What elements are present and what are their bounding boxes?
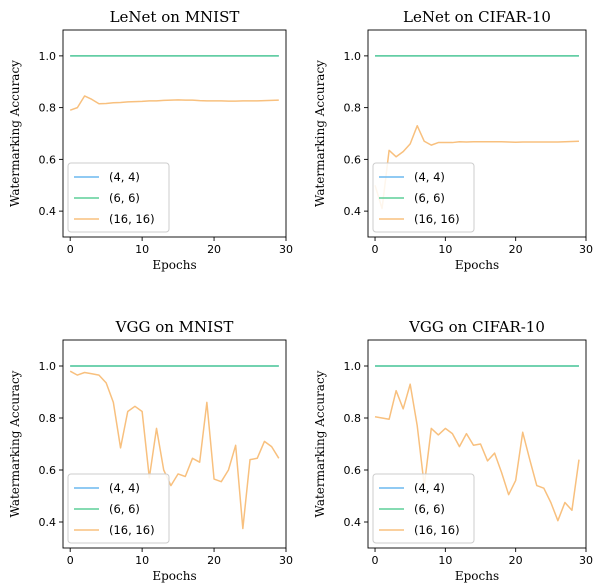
legend-box [67,473,170,544]
y-tick-label: 1.0 [344,360,362,373]
series-line-3 [69,95,279,111]
legend: (4, 4) (6, 6) (16, 16) [372,162,475,233]
y-tick-label: 1.0 [39,50,57,63]
legend-label-3: (16, 16) [414,523,460,537]
chart-title: VGG on MNIST [115,318,234,336]
y-tick-label: 0.6 [344,153,362,166]
chart-panel-3: VGG on MNIST 0 10 20 30 0.4 0.6 0.8 1.0 Epochs Wat… [8,318,293,583]
legend-label-1: (4, 4) [414,481,445,495]
y-tick-label: 0.4 [39,205,57,218]
legend-box [372,473,475,544]
axes-frame [62,339,287,549]
chart-panel-4: VGG on CIFAR-10 0 10 20 30 0.4 0.6 0.8 1.0 Epochs… [313,318,593,583]
x-tick-label: 10 [135,554,149,567]
x-axis-label: Epochs [152,258,196,272]
y-tick-label: 1.0 [344,50,362,63]
x-tick-label: 30 [279,554,293,567]
x-tick-label: 20 [207,243,221,256]
y-axis-label: Watermarking Accuracy [8,60,22,207]
x-axis-label: Epochs [455,258,499,272]
series-line-3 [374,124,579,210]
y-tick-label: 0.6 [39,153,57,166]
x-tick-label: 0 [67,554,74,567]
y-axis-label: Watermarking Accuracy [313,60,327,207]
legend-label-2: (6, 6) [109,502,140,516]
chart-panel-2: LeNet on CIFAR-10 0 10 20 30 0.4 0.6 0.8 1.0 Epoc… [313,8,593,272]
legend-box [372,162,475,233]
legend-label-1: (4, 4) [414,170,445,184]
chart-title: LeNet on MNIST [110,8,240,26]
axes-frame [62,29,287,238]
y-tick-label: 0.8 [344,412,362,425]
legend-label-1: (4, 4) [109,170,140,184]
legend-label-2: (6, 6) [414,191,445,205]
y-tick-label: 0.8 [344,102,362,115]
x-tick-label: 20 [207,554,221,567]
axes-frame [367,339,587,549]
legend-label-2: (6, 6) [109,191,140,205]
legend-label-3: (16, 16) [414,212,460,226]
legend: (4, 4) (6, 6) (16, 16) [67,162,170,233]
legend-label-2: (6, 6) [414,502,445,516]
y-tick-label: 0.6 [39,464,57,477]
y-tick-label: 0.4 [39,516,57,529]
y-axis-label: Watermarking Accuracy [313,370,327,517]
chart-title: LeNet on CIFAR-10 [403,8,551,26]
x-tick-label: 10 [438,243,452,256]
legend: (4, 4) (6, 6) (16, 16) [67,473,170,544]
x-axis-label: Epochs [152,569,196,583]
legend-label-1: (4, 4) [109,481,140,495]
x-tick-label: 10 [135,243,149,256]
x-tick-label: 20 [509,554,523,567]
legend-box [67,162,170,233]
x-axis-label: Epochs [455,569,499,583]
y-axis-label: Watermarking Accuracy [8,370,22,517]
x-tick-label: 30 [579,554,593,567]
y-tick-label: 1.0 [39,360,57,373]
y-tick-label: 0.4 [344,516,362,529]
x-tick-label: 10 [438,554,452,567]
axes-frame [367,29,587,238]
y-tick-label: 0.8 [39,102,57,115]
legend-label-3: (16, 16) [109,523,155,537]
chart-panel-1: LeNet on MNIST 0 10 20 30 0.4 0.6 0.8 1.0 Epochs W… [8,8,293,272]
x-tick-label: 30 [579,243,593,256]
x-tick-label: 30 [279,243,293,256]
y-tick-label: 0.4 [344,205,362,218]
legend: (4, 4) (6, 6) (16, 16) [372,473,475,544]
y-tick-label: 0.6 [344,464,362,477]
x-tick-label: 0 [372,243,379,256]
series-line-3 [69,370,280,530]
x-tick-label: 0 [67,243,74,256]
x-tick-label: 20 [509,243,523,256]
x-tick-label: 0 [372,554,379,567]
series-line-3 [374,383,580,522]
chart-title: VGG on CIFAR-10 [408,318,545,336]
legend-label-3: (16, 16) [109,212,155,226]
y-tick-label: 0.8 [39,412,57,425]
